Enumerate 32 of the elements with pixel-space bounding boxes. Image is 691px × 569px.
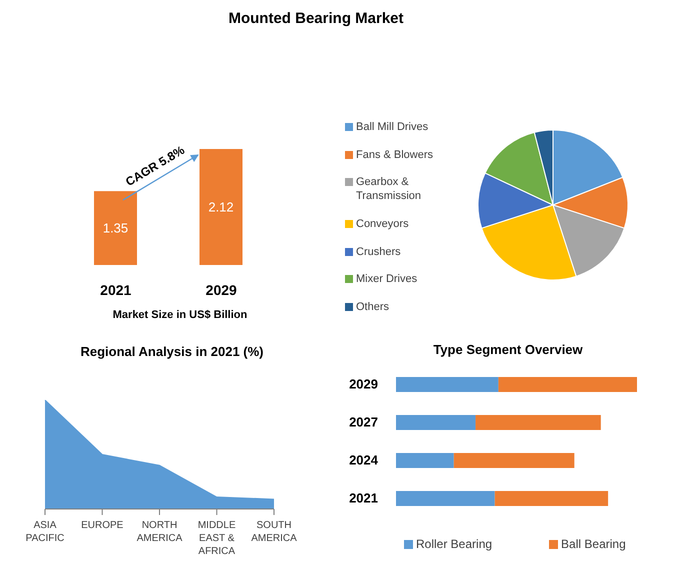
legend-label: Conveyors (356, 216, 409, 231)
x-tick-label: MIDDLE EAST & AFRICA (198, 520, 236, 558)
x-tick-label: ASIA PACIFIC (26, 520, 64, 544)
legend-label: Roller Bearing (416, 537, 492, 551)
x-axis-title: Market Size in US$ Billion (112, 309, 248, 321)
y-tick-label: 2029 (349, 376, 378, 392)
legend-label: Fans & Blowers (356, 148, 434, 162)
bar (396, 377, 498, 392)
bar (494, 491, 608, 506)
legend-label: Ball Mill Drives (356, 120, 428, 134)
data-label: 2.12 (208, 200, 234, 215)
chart-title: Type Segment Overview (433, 342, 583, 357)
text: Mounted Bearing Market (228, 10, 404, 27)
bar (476, 415, 601, 430)
y-tick-label: 2021 (349, 490, 378, 506)
bar (498, 377, 637, 392)
legend-label: Gearbox & Transmission (356, 175, 422, 204)
legend-label: Others (356, 300, 390, 314)
y-tick-label: 2027 (349, 414, 378, 430)
x-tick-label: NORTH AMERICA (136, 520, 183, 544)
bar (454, 453, 574, 468)
legend-label: Crushers (356, 244, 401, 259)
bar (396, 415, 476, 430)
bar (396, 453, 454, 468)
data-label: 1.35 (102, 220, 128, 236)
x-tick-label: EUROPE (81, 520, 124, 532)
x-tick-label: SOUTH AMERICA (251, 520, 298, 544)
legend-label: Ball Bearing (561, 537, 626, 551)
legend-label: Mixer Drives (356, 272, 418, 286)
chart-title: Regional Analysis in 2021 (%) (80, 344, 264, 359)
y-tick-label: 2024 (349, 452, 379, 468)
bar (396, 491, 495, 506)
